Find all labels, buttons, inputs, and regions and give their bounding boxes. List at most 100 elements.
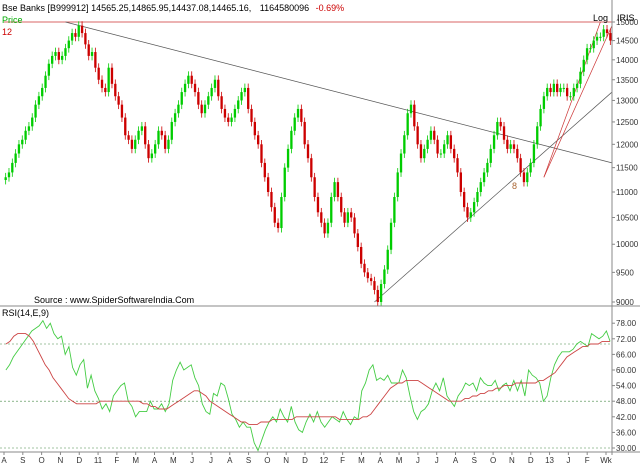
candle-body xyxy=(449,135,453,149)
candle-body xyxy=(462,192,466,208)
candle-body xyxy=(446,135,449,145)
candle-body xyxy=(316,197,320,213)
candle-body xyxy=(200,104,203,114)
candle-body xyxy=(383,269,386,285)
rsi-tick-label: 54.00 xyxy=(616,382,637,391)
candle-body xyxy=(84,33,87,45)
rsi-tick-label: 30.00 xyxy=(616,444,637,453)
candle-body xyxy=(569,96,572,98)
candle-body xyxy=(589,48,592,50)
candle-body xyxy=(476,192,479,203)
candle-body xyxy=(429,130,433,140)
candle-body xyxy=(396,172,399,198)
candle-body xyxy=(60,55,64,60)
candle-body xyxy=(207,96,210,105)
candle-body xyxy=(260,144,263,163)
candle-body xyxy=(237,100,240,109)
candle-body xyxy=(340,197,343,213)
x-tick-label: F xyxy=(114,456,119,465)
candle-body xyxy=(502,126,506,140)
candle-body xyxy=(409,104,413,114)
rsi-tick-label: 66.00 xyxy=(616,350,637,359)
source-label: Source : www.SpiderSoftwareIndia.Com xyxy=(34,295,195,305)
candle-body xyxy=(183,83,187,93)
candle-body xyxy=(443,144,446,154)
candle-body xyxy=(479,182,482,193)
price-tick-label: 12000 xyxy=(616,140,639,149)
x-tick-label: O xyxy=(264,456,270,465)
candle-body xyxy=(276,222,280,229)
candle-body xyxy=(147,144,150,159)
rsi-line xyxy=(5,319,611,452)
candle-body xyxy=(37,96,41,105)
candle-body xyxy=(243,87,247,93)
candle-body xyxy=(257,135,260,145)
candle-body xyxy=(67,40,70,49)
candle-body xyxy=(273,207,276,223)
x-tick-label: O xyxy=(490,456,496,465)
candle-body xyxy=(575,83,579,88)
candle-body xyxy=(90,52,94,56)
rsi-tick-label: 36.00 xyxy=(616,428,637,437)
symbol-label: Bse Banks [B999912] xyxy=(2,3,89,13)
candle-body xyxy=(496,121,499,136)
candle-body xyxy=(433,130,436,140)
candle-body xyxy=(366,272,369,279)
candle-body xyxy=(296,108,300,118)
x-tick-label: N xyxy=(283,456,289,465)
x-tick-label: N xyxy=(509,456,515,465)
x-tick-label: D xyxy=(76,456,82,465)
candle-body xyxy=(423,148,426,159)
candle-body xyxy=(306,144,310,159)
candle-body xyxy=(439,153,443,155)
candle-body xyxy=(160,130,163,136)
candle-body xyxy=(180,92,183,105)
candle-body xyxy=(154,144,157,154)
candle-body xyxy=(270,192,273,208)
candle-body xyxy=(230,117,233,122)
candle-body xyxy=(466,207,469,218)
rsi-tick-label: 48.00 xyxy=(616,397,637,406)
candle-body xyxy=(173,113,177,122)
price-tick-label: 12500 xyxy=(616,118,639,127)
price-tick-label: 10500 xyxy=(616,214,639,223)
candle-body xyxy=(499,121,502,127)
price-panel xyxy=(4,21,613,307)
candle-body xyxy=(399,153,403,173)
candle-body xyxy=(247,87,250,109)
candle-body xyxy=(34,104,37,118)
down-trendline xyxy=(65,21,613,164)
candle-body xyxy=(469,212,472,218)
candle-body xyxy=(280,197,283,229)
candle-body xyxy=(177,104,180,114)
candle-body xyxy=(290,130,293,149)
rsi-signal-line xyxy=(5,333,610,426)
channel-upper-line xyxy=(543,21,601,178)
candle-body xyxy=(509,144,512,149)
candle-body xyxy=(489,148,492,163)
x-tick-label: S xyxy=(20,456,25,465)
candle-body xyxy=(57,52,60,60)
rsi-tick-label: 72.00 xyxy=(616,335,637,344)
x-tick-label: M xyxy=(396,456,403,465)
x-tick-label: 11 xyxy=(94,456,103,465)
candle-body xyxy=(163,135,167,149)
candle-body xyxy=(336,182,340,198)
candle-body xyxy=(197,92,200,105)
candle-body xyxy=(240,92,243,101)
candle-body xyxy=(426,139,429,149)
candle-body xyxy=(266,177,270,193)
price-tick-label: 13500 xyxy=(616,76,639,85)
candle-body xyxy=(585,48,589,60)
candle-body xyxy=(41,87,44,97)
ohlc-values: 14565.25,14865.95,14437.08,14465.16, xyxy=(91,3,252,13)
change-value: -0.69% xyxy=(315,3,345,13)
candle-body xyxy=(320,212,323,223)
interval-label: 12 xyxy=(2,27,13,37)
x-tick-label: J xyxy=(416,456,420,465)
candle-body xyxy=(512,144,516,149)
candle-body xyxy=(605,29,609,34)
candle-body xyxy=(17,144,21,154)
x-tick-label: M xyxy=(358,456,365,465)
candle-body xyxy=(303,121,306,145)
